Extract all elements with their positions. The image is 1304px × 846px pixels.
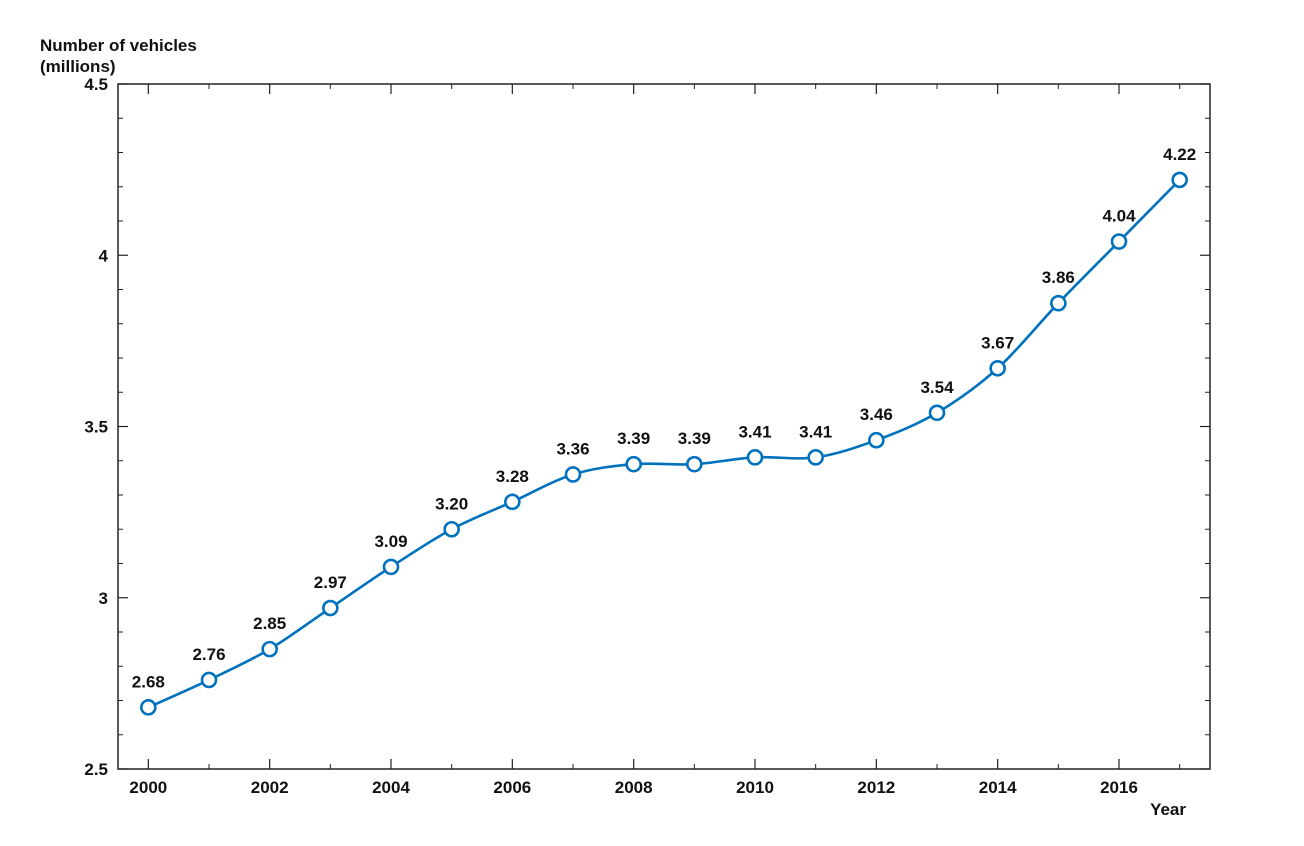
data-label: 4.22: [1163, 145, 1196, 164]
x-tick-label: 2010: [736, 778, 774, 797]
x-axis-title: Year: [1150, 800, 1186, 819]
data-label: 2.85: [253, 614, 286, 633]
x-tick-label: 2002: [251, 778, 289, 797]
y-tick-label: 3.5: [84, 418, 108, 437]
data-point: [625, 455, 642, 473]
data-point: [807, 449, 824, 466]
data-label: 3.36: [556, 439, 589, 458]
y-axis-title-line2: (millions): [40, 57, 116, 76]
data-point: [1050, 294, 1067, 312]
data-label: 4.04: [1102, 207, 1136, 226]
data-point: [1171, 171, 1188, 189]
plot-area: [117, 83, 1211, 770]
data-point: [200, 671, 218, 689]
y-tick-label: 4.5: [84, 75, 108, 94]
data-label: 3.86: [1042, 268, 1075, 287]
x-tick-label: 2000: [129, 778, 167, 797]
data-label: 2.76: [192, 645, 225, 664]
data-point: [989, 359, 1006, 377]
data-point: [504, 493, 521, 511]
y-tick-label: 4: [99, 246, 109, 265]
x-tick-labels: 2000 2002 2004 2006 2008 2010 2012 2014 2016: [129, 778, 1137, 797]
data-point: [322, 599, 339, 617]
data-point: [686, 455, 703, 473]
data-label: 2.68: [132, 672, 165, 691]
data-label: 3.09: [374, 532, 407, 551]
data-label: 3.41: [738, 422, 771, 441]
x-tick-label: 2004: [372, 778, 410, 797]
data-point: [261, 640, 278, 658]
data-label: 3.20: [435, 494, 468, 513]
data-label: 3.28: [496, 467, 529, 486]
y-tick-label: 2.5: [84, 760, 108, 779]
data-label: 3.46: [860, 405, 893, 424]
x-tick-label: 2016: [1100, 778, 1138, 797]
data-point: [443, 520, 460, 538]
data-labels: 2.68 2.76 2.85 2.97 3.09 3.20 3.28 3.36 3.39 3.39…: [132, 145, 1196, 691]
data-point: [140, 699, 157, 716]
data-markers: [140, 171, 1188, 716]
axis-ticks: [118, 83, 1210, 770]
data-point: [868, 431, 885, 449]
x-tick-label: 2008: [615, 778, 653, 797]
x-tick-label: 2014: [979, 778, 1017, 797]
data-label: 3.67: [981, 333, 1014, 352]
y-tick-labels: 2.5 3 3.5 4 4.5: [84, 75, 108, 779]
data-label: 3.39: [617, 429, 650, 448]
data-label: 3.39: [678, 429, 711, 448]
x-tick-label: 2006: [493, 778, 531, 797]
data-point: [564, 466, 582, 483]
data-point: [1110, 233, 1128, 250]
data-label: 3.54: [920, 378, 954, 397]
data-label: 3.41: [799, 422, 832, 441]
data-point: [928, 404, 946, 422]
y-tick-label: 3: [99, 589, 108, 608]
x-tick-label: 2012: [857, 778, 895, 797]
data-point: [382, 558, 400, 576]
data-label: 2.97: [314, 573, 347, 592]
series-line: [147, 178, 1181, 709]
y-axis-title-line1: Number of vehicles: [40, 36, 197, 55]
data-point: [746, 449, 764, 466]
